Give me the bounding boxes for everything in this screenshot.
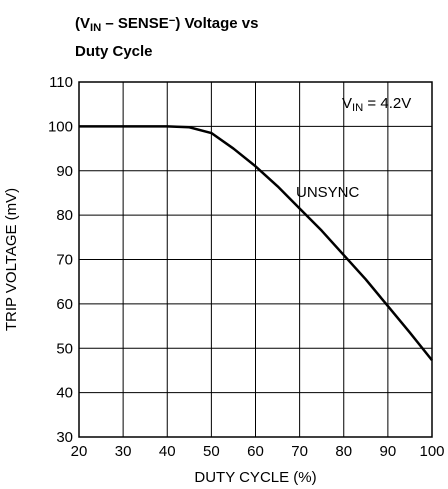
text-segment: IN bbox=[90, 22, 101, 34]
text-segment: V bbox=[342, 95, 352, 112]
chart-title: Duty Cycle bbox=[75, 43, 153, 60]
y-tick-label: 100 bbox=[48, 118, 73, 135]
x-tick-label: 50 bbox=[203, 443, 220, 460]
x-tick-label: 100 bbox=[419, 443, 444, 460]
text-segment: = 4.2V bbox=[363, 95, 411, 112]
text-segment: UNSYNC bbox=[296, 184, 360, 201]
y-tick-label: 80 bbox=[56, 207, 73, 224]
annotation: VIN = 4.2V bbox=[342, 95, 411, 114]
y-tick-label: 40 bbox=[56, 385, 73, 402]
x-tick-label: 80 bbox=[335, 443, 352, 460]
y-tick-label: 90 bbox=[56, 163, 73, 180]
plot-frame bbox=[78, 81, 433, 438]
text-segment: (V bbox=[75, 15, 90, 32]
x-axis-label: DUTY CYCLE (%) bbox=[194, 469, 316, 486]
y-tick-label: 70 bbox=[56, 252, 73, 269]
x-tick-label: 70 bbox=[291, 443, 308, 460]
text-segment: Duty Cycle bbox=[75, 43, 153, 60]
y-tick-label: 30 bbox=[56, 429, 73, 446]
y-tick-label: 50 bbox=[56, 340, 73, 357]
y-tick-label: 110 bbox=[49, 74, 73, 91]
x-tick-label: 60 bbox=[247, 443, 264, 460]
x-tick-label: 90 bbox=[380, 443, 397, 460]
text-segment: − bbox=[169, 15, 176, 27]
chart-title: (VIN – SENSE−) Voltage vs bbox=[75, 15, 258, 35]
text-segment: ) Voltage vs bbox=[175, 15, 258, 32]
annotation: UNSYNC bbox=[296, 184, 360, 201]
y-tick-label: 60 bbox=[56, 296, 73, 313]
x-tick-label: 30 bbox=[115, 443, 132, 460]
x-tick-label: 40 bbox=[159, 443, 176, 460]
text-segment: – SENSE bbox=[101, 15, 169, 32]
x-tick-label: 20 bbox=[71, 443, 88, 460]
text-segment: IN bbox=[352, 102, 363, 114]
data-line bbox=[79, 125, 433, 362]
y-axis-label: TRIP VOLTAGE (mV) bbox=[3, 188, 20, 331]
